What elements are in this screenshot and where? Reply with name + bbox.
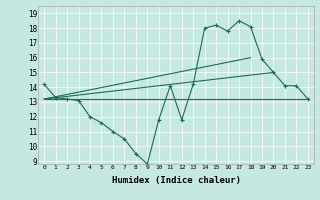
X-axis label: Humidex (Indice chaleur): Humidex (Indice chaleur) [111, 176, 241, 185]
